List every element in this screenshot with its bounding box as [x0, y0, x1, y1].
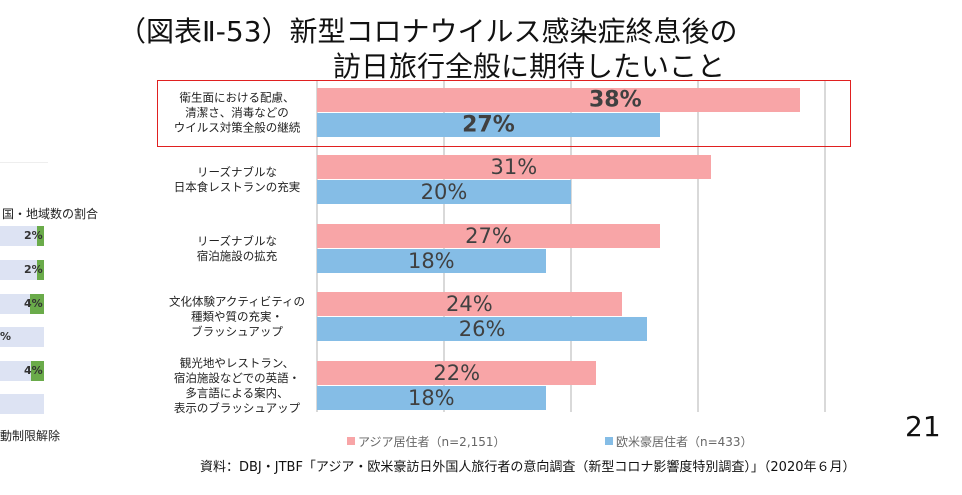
bar-asia — [317, 292, 622, 316]
left-bar-green — [37, 260, 44, 280]
left-bar-label: 2% — [24, 263, 43, 276]
left-bar-label: % — [0, 330, 12, 343]
legend-swatch — [605, 437, 613, 445]
data-label: 38% — [588, 87, 642, 113]
legend-label: 欧米豪居住者（n=433） — [616, 435, 753, 449]
slide-title-line1: （図表Ⅱ-53）新型コロナウイルス感染症終息後の — [118, 15, 738, 48]
bar-asia — [317, 361, 597, 385]
bar-asia — [317, 155, 711, 179]
data-label: 24% — [446, 292, 493, 316]
left-bar — [0, 394, 44, 414]
legend-swatch — [347, 437, 355, 445]
bar-west — [317, 249, 546, 273]
slide-title-line2: 訪日旅行全般に期待したいこと — [333, 50, 726, 83]
data-label: 31% — [490, 155, 538, 179]
data-label: 27% — [465, 224, 512, 248]
category-label: 衛生面における配慮、 清潔さ、消毒などの ウイルス対策全般の継続 — [173, 90, 301, 135]
left-bar — [0, 327, 44, 347]
source-note: 資料：DBJ・JTBF「アジア・欧米豪訪日外国人旅行者の意向調査（新型コロナ影響… — [200, 460, 856, 475]
left-panel-title: 国・地域数の割合 — [2, 207, 99, 221]
page-number: 21 — [905, 410, 941, 443]
data-label: 18% — [407, 386, 455, 410]
left-bar — [0, 260, 44, 280]
highlight-box — [157, 80, 851, 147]
data-label: 26% — [458, 317, 506, 341]
legend-item-west: 欧米豪居住者（n=433） — [605, 433, 753, 450]
left-bar-green — [29, 294, 44, 314]
bar-asia — [317, 88, 800, 112]
category-label: 観光地やレストラン、 宿泊施設などでの英語・ 多言語による案内、 表示のブラッシ… — [173, 356, 301, 415]
left-bar-green — [37, 226, 44, 246]
divider — [0, 162, 48, 163]
left-panel-footer: 動制限解除 — [0, 429, 61, 443]
bar-west — [317, 317, 648, 341]
legend-label: アジア居住者（n=2,151） — [358, 435, 506, 449]
bar-west — [317, 113, 660, 137]
category-label: リーズナブルな 宿泊施設の拡充 — [196, 234, 278, 263]
left-bar — [0, 226, 44, 246]
left-bar-green — [30, 361, 44, 381]
legend-item-asia: アジア居住者（n=2,151） — [347, 433, 506, 450]
bar-west — [317, 180, 571, 204]
data-label: 20% — [420, 180, 468, 204]
bar-asia — [317, 224, 660, 248]
left-bar-label: 4% — [24, 364, 43, 377]
gridline — [697, 80, 699, 412]
category-label: リーズナブルな 日本食レストランの充実 — [173, 165, 301, 194]
left-bar-label: 2% — [24, 229, 43, 242]
bar-west — [317, 386, 546, 410]
data-label: 27% — [462, 112, 515, 138]
data-label: 18% — [407, 249, 455, 273]
category-label: 文化体験アクティビティの 種類や質の充実・ ブラッシュアップ — [168, 294, 306, 339]
data-label: 22% — [433, 361, 481, 385]
gridline — [824, 80, 826, 412]
left-bar-label: 4% — [24, 297, 43, 310]
